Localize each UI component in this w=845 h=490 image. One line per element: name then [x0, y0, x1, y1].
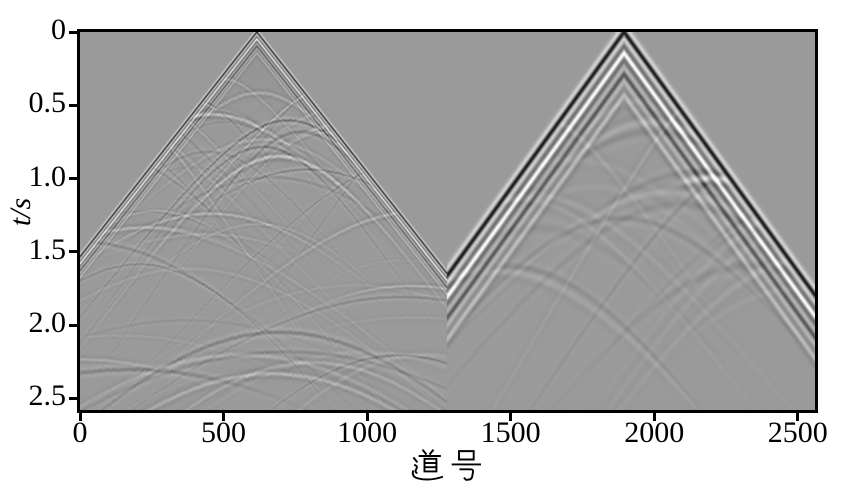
- y-tick-label: 0.5: [28, 86, 67, 120]
- y-tick-label: 2.5: [28, 379, 67, 413]
- x-tick-mark: [509, 413, 513, 421]
- y-tick-mark: [69, 103, 77, 107]
- y-tick-mark: [69, 177, 77, 180]
- x-tick-label: 0: [72, 416, 88, 449]
- x-tick-mark: [652, 413, 656, 421]
- x-tick-label: 2000: [624, 416, 685, 449]
- y-tick-mark: [69, 396, 77, 400]
- cjk-char-dao-icon: [411, 449, 444, 481]
- cjk-char-hao-icon: [451, 450, 481, 481]
- y-tick-label: 0: [51, 13, 66, 46]
- x-axis-label: 道号: [411, 449, 484, 484]
- x-tick-mark: [222, 413, 226, 421]
- y-tick-label: 2.0: [28, 306, 67, 340]
- y-tick-mark: [69, 323, 77, 327]
- x-tick-label: 1000: [337, 416, 398, 449]
- x-tick-label: 500: [201, 416, 247, 449]
- y-tick-mark: [69, 30, 77, 34]
- x-tick-label: 1500: [480, 416, 541, 449]
- x-tick-mark: [796, 413, 800, 421]
- y-tick-label: 1.0: [28, 159, 67, 193]
- y-axis-label: t/s: [4, 197, 37, 227]
- y-tick-label: 1.5: [28, 232, 67, 266]
- x-tick-mark: [365, 413, 369, 421]
- x-tick-mark: [78, 413, 82, 421]
- seismic-image-canvas: [80, 32, 815, 410]
- y-tick-mark: [69, 250, 77, 254]
- x-tick-label: 2500: [767, 416, 828, 449]
